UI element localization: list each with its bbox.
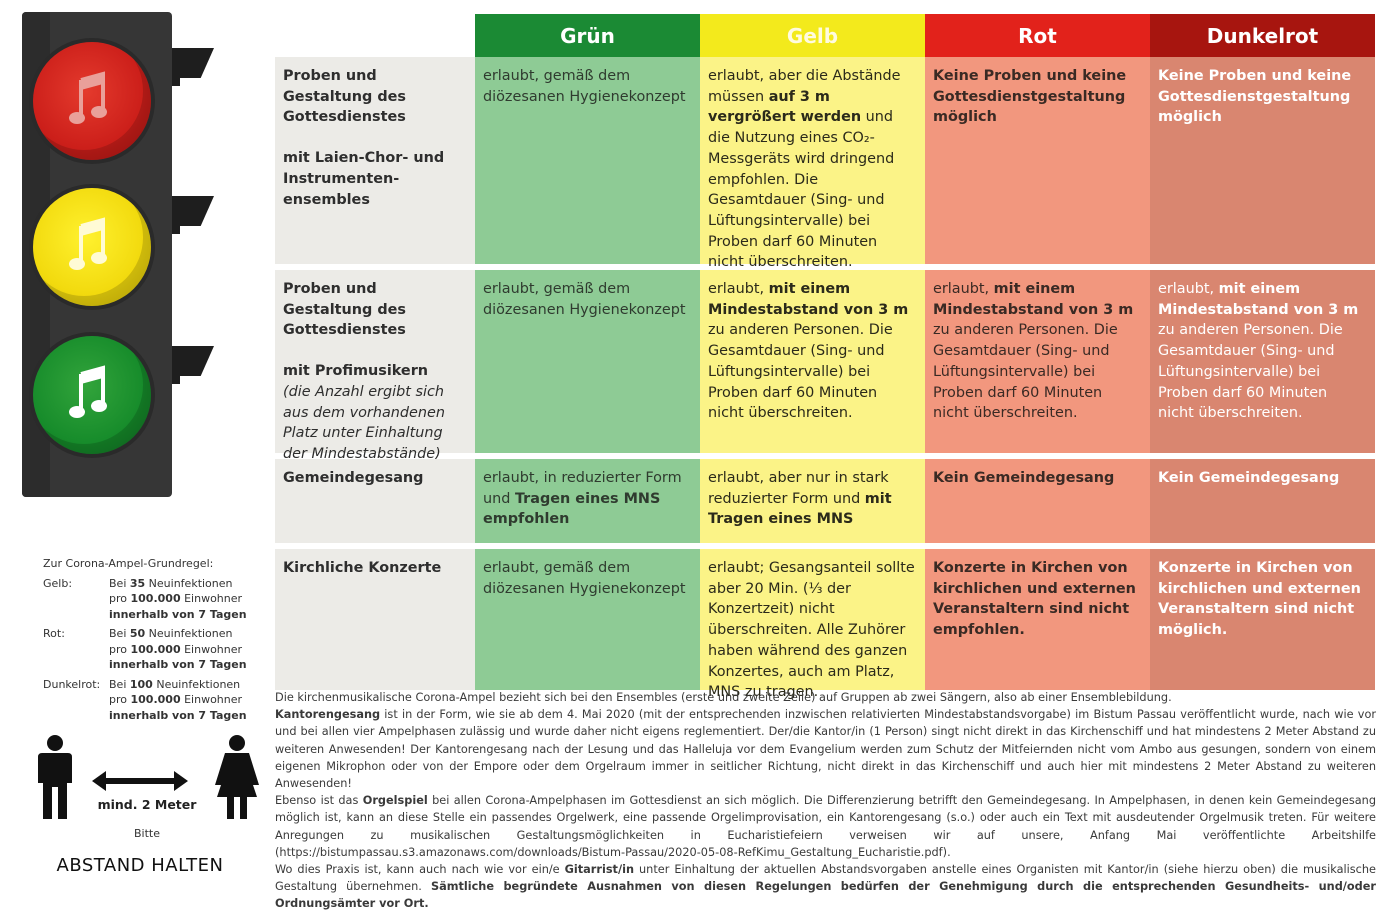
table-row: Kirchliche Konzerte erlaubt, gemäß dem d… <box>275 543 1376 700</box>
man-icon <box>38 735 72 819</box>
double-arrow-icon <box>92 771 188 791</box>
corona-ampel-table: Grün Gelb Rot Dunkelrot Proben und Gesta… <box>275 14 1376 700</box>
row-category: Gemeindegesang <box>275 459 475 543</box>
ampel-legend: Zur Corona-Ampel-Grundregel: Gelb: Bei 3… <box>43 556 268 727</box>
legend-title: Zur Corona-Ampel-Grundregel: <box>43 557 214 570</box>
visor-middle <box>176 196 214 226</box>
cell-rot: erlaubt, mit einem Mindestabstand von 3 … <box>925 270 1150 453</box>
music-note-icon <box>69 365 107 418</box>
cell-dunkelrot: Konzerte in Kirchen von kirchlichen und … <box>1150 549 1375 690</box>
cell-dunkelrot: erlaubt, mit einem Mindestabstand von 3 … <box>1150 270 1375 453</box>
legend-row-rot: Rot: Bei 50 Neuinfektionen pro 100.000 E… <box>43 627 247 671</box>
table-header-row: Grün Gelb Rot Dunkelrot <box>275 14 1376 57</box>
please-text: Bitte <box>134 827 160 840</box>
row-category: Kirchliche Konzerte <box>275 549 475 690</box>
red-lamp <box>33 42 151 160</box>
header-rot: Rot <box>925 14 1150 57</box>
row-category: Proben und Gestaltung des Gottesdienstes… <box>275 57 475 264</box>
cell-dunkelrot: Kein Gemeindegesang <box>1150 459 1375 543</box>
keep-distance-text: ABSTAND HALTEN <box>56 855 224 876</box>
yellow-lamp <box>33 188 151 306</box>
footnote-paragraph: Kantorengesang ist in der Form, wie sie … <box>275 708 1376 791</box>
row-category: Proben und Gestaltung des Gottesdienstes… <box>275 270 475 462</box>
cell-gruen: erlaubt, in reduzierter Form und Tragen … <box>475 459 700 543</box>
legend-row-gelb: Gelb: Bei 35 Neuinfektionen pro 100.000 … <box>43 576 247 621</box>
header-gruen: Grün <box>475 14 700 57</box>
cell-rot: Konzerte in Kirchen von kirchlichen und … <box>925 549 1150 690</box>
header-dunkelrot: Dunkelrot <box>1150 14 1375 57</box>
table-row: Gemeindegesang erlaubt, in reduzierter F… <box>275 453 1376 543</box>
table-row: Proben und Gestaltung des Gottesdienstes… <box>275 57 1376 270</box>
music-note-icon <box>69 217 107 270</box>
cell-gelb: erlaubt; Gesangsanteil sollte aber 20 Mi… <box>700 549 925 700</box>
footnote-text: Die kirchenmusikalische Corona-Ampel bez… <box>275 689 1376 913</box>
cell-gruen: erlaubt, gemäß dem diözesanen Hygienekon… <box>475 57 700 264</box>
visor-bottom <box>176 346 214 376</box>
legend-row-dunkelrot: Dunkelrot: Bei 100 Neuinfektionen pro 10… <box>43 677 247 722</box>
visor-top <box>176 48 214 78</box>
footnote-paragraph: Ebenso ist das Orgelspiel bei allen Coro… <box>275 794 1376 859</box>
cell-gelb: erlaubt, aber die Abstände müssen auf 3 … <box>700 57 925 270</box>
distance-sign: mind. 2 Meter Bitte ABSTAND HALTEN <box>20 735 260 885</box>
cell-rot: Kein Gemeindegesang <box>925 459 1150 543</box>
cell-gelb: erlaubt, aber nur in stark reduzierter F… <box>700 459 925 543</box>
green-lamp <box>33 336 151 454</box>
woman-icon <box>215 735 259 819</box>
footnote-paragraph: Wo dies Praxis ist, kann auch nach wie v… <box>275 863 1377 911</box>
cell-rot: Keine Proben und keine Gottesdienstgesta… <box>925 57 1150 264</box>
footnote-paragraph: Die kirchenmusikalische Corona-Ampel bez… <box>275 691 1172 704</box>
cell-gruen: erlaubt, gemäß dem diözesanen Hygienekon… <box>475 549 700 690</box>
table-row: Proben und Gestaltung des Gottesdienstes… <box>275 264 1376 462</box>
cell-gruen: erlaubt, gemäß dem diözesanen Hygienekon… <box>475 270 700 453</box>
distance-label: mind. 2 Meter <box>97 797 197 812</box>
traffic-light-illustration <box>0 0 260 520</box>
header-gelb: Gelb <box>700 14 925 57</box>
cell-gelb: erlaubt, mit einem Mindestabstand von 3 … <box>700 270 925 453</box>
cell-dunkelrot: Keine Proben und keine Gottesdienstgesta… <box>1150 57 1375 264</box>
music-note-icon <box>69 71 107 124</box>
